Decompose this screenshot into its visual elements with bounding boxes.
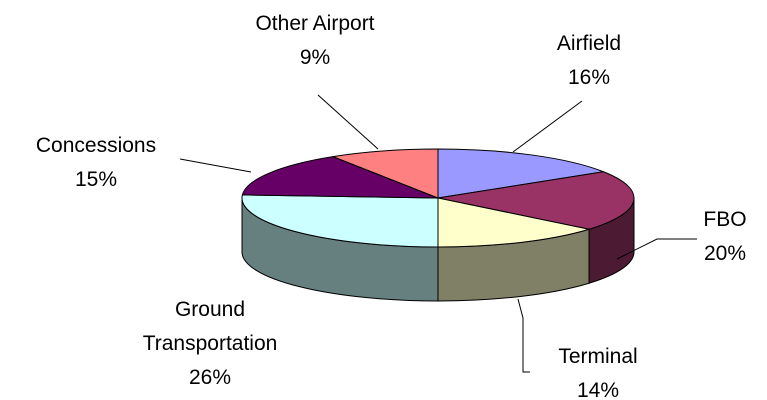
- label-other-airport: Other Airport: [255, 12, 374, 35]
- value-label-fbo: 20%: [704, 242, 746, 265]
- pie-slice-fbo: [437, 171, 635, 230]
- value-label-other-airport: 9%: [300, 46, 330, 69]
- leader-line-airfield: [512, 100, 583, 153]
- leader-lines: [179, 94, 697, 373]
- pie-slice-other-airport: [332, 148, 439, 199]
- leader-line-other-airport: [317, 94, 379, 150]
- label-ground-transportation-line-2: Transportation: [143, 332, 278, 355]
- label-airfield: Airfield: [557, 32, 621, 55]
- value-label-concessions: 15%: [75, 168, 117, 191]
- pie-slices: [241, 148, 635, 248]
- label-ground-transportation-line-1: Ground: [175, 298, 245, 321]
- leader-line-terminal: [517, 298, 530, 373]
- pie-sides: [241, 197, 635, 302]
- label-terminal: Terminal: [558, 345, 637, 368]
- leader-line-concessions: [179, 158, 252, 173]
- pie-slice-concessions: [241, 156, 439, 199]
- label-fbo: FBO: [703, 208, 746, 231]
- value-label-airfield: 16%: [568, 66, 610, 89]
- leader-line-fbo: [616, 238, 697, 260]
- pie-slice-airfield: [437, 148, 604, 199]
- pie-slice-ground-transportation: [241, 194, 439, 248]
- value-label-terminal: 14%: [577, 379, 619, 400]
- pie-slice-terminal: [437, 197, 590, 248]
- value-label-ground-transportation: 26%: [189, 366, 231, 389]
- label-concessions: Concessions: [36, 134, 156, 157]
